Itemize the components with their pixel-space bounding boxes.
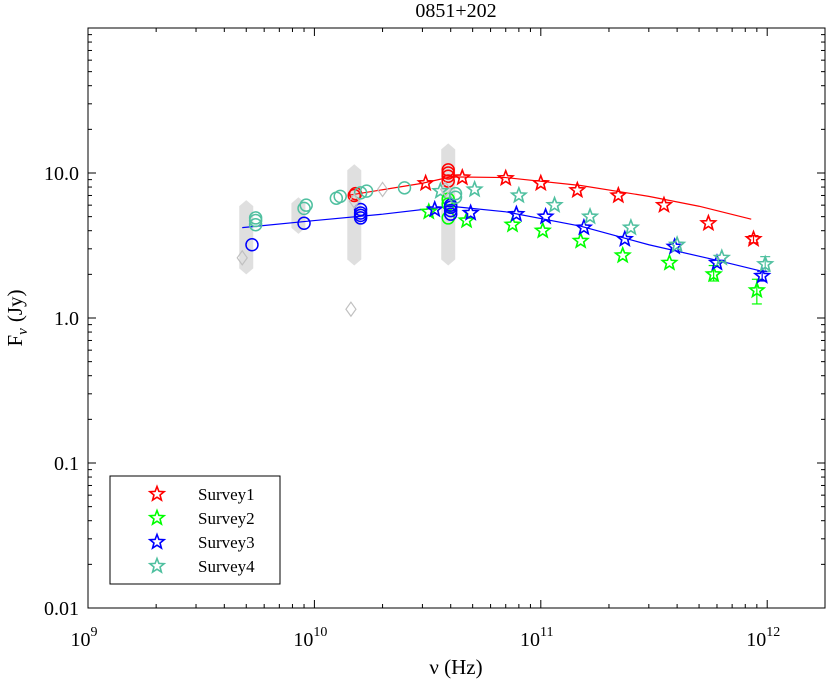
x-tick-label: 1011 [520, 625, 553, 651]
legend-label: Survey3 [198, 533, 255, 552]
data-point-star [613, 245, 632, 264]
data-point-diamond [348, 193, 361, 210]
legend-entry: Survey3 [147, 532, 255, 552]
data-point-star [533, 220, 553, 239]
legend-label: Survey4 [198, 557, 255, 576]
y-axis-label-unit: (Jy) [3, 289, 27, 322]
data-point-star [453, 167, 472, 186]
data-point-circle [353, 202, 368, 217]
x-tick-label: 1010 [293, 625, 327, 651]
data-point-circle [448, 186, 463, 201]
y-tick-label: 0.1 [54, 453, 79, 475]
data-point-circle [353, 206, 368, 220]
fit-lines [242, 176, 763, 272]
y-axis-label-main: F [3, 335, 27, 347]
legend-star-icon [147, 484, 167, 502]
data-point-star [752, 266, 772, 284]
legend-entry: Survey2 [147, 508, 255, 528]
legend-entry: Survey4 [147, 556, 255, 576]
data-point-star [654, 195, 674, 214]
data-point-circle [443, 203, 458, 218]
legend: Survey1 Survey2 Survey3 Survey4 [109, 475, 281, 585]
data-point-star [574, 217, 594, 236]
data-point-star [571, 231, 590, 249]
svg-text:Fν(Jy): Fν (Jy) [3, 289, 31, 346]
y-tick-label: 1.0 [54, 308, 79, 330]
gray-band [291, 197, 306, 234]
data-point-circle [443, 207, 458, 221]
x-axis-label: ν (Hz) [429, 655, 482, 679]
y-tick-label: 0.01 [44, 598, 79, 620]
data-point-star [545, 195, 564, 214]
data-point-star [580, 206, 600, 225]
data-point-star [507, 204, 526, 223]
data-point-star [747, 280, 767, 299]
legend-star-icon [147, 508, 167, 526]
data-point-circle [397, 181, 412, 195]
data-point-star [509, 185, 529, 204]
chart-title: 0851+202 [415, 0, 496, 22]
data-point-circle [441, 211, 455, 225]
data-point-circle [353, 186, 368, 200]
data-point-star [699, 213, 718, 232]
data-point-circle [333, 189, 347, 204]
data-point-circle [448, 190, 463, 205]
data-point-circle [297, 216, 311, 231]
legend-label: Survey1 [198, 485, 255, 504]
data-point-circle [443, 198, 458, 212]
data-point-star [615, 229, 635, 247]
data-point-star [465, 179, 484, 198]
data-point-star [712, 248, 732, 266]
data-point-star [744, 229, 763, 247]
data-point-circle [248, 211, 263, 225]
data-point-circle [299, 198, 313, 212]
y-axis-label: Fν (Jy) [3, 289, 31, 346]
x-tick-label: 109 [71, 625, 98, 651]
data-point-circle [245, 238, 259, 252]
legend-entry: Survey1 [147, 484, 255, 504]
data-point-star [496, 168, 515, 187]
fit-line [347, 176, 752, 220]
data-point-star [704, 264, 723, 283]
data-point-circle [248, 217, 263, 232]
data-point-diamond [376, 181, 389, 198]
data-points [236, 163, 775, 318]
data-point-diamond [236, 249, 248, 266]
legend-star-icon [147, 532, 167, 550]
x-tick-label: 1012 [746, 625, 780, 651]
data-point-circle [441, 169, 455, 183]
axis-ticks: 109 1010 1011 1012 0.01 0.1 1.0 10.0 [44, 28, 825, 651]
data-point-star [667, 235, 687, 253]
legend-star-icon [147, 556, 167, 574]
data-point-circle [347, 188, 362, 203]
data-point-star [425, 199, 444, 218]
fit-line [242, 205, 763, 272]
data-point-star [503, 214, 522, 233]
y-axis-label-sub: ν [15, 328, 31, 335]
data-point-circle [441, 163, 455, 177]
data-point-star [419, 202, 439, 220]
data-point-star [416, 173, 435, 192]
data-point-diamond [439, 181, 452, 198]
data-point-star [457, 210, 476, 229]
data-point-star [568, 180, 587, 199]
data-point-star [431, 181, 450, 199]
legend-label: Survey2 [198, 509, 255, 528]
data-point-star [609, 185, 628, 204]
data-point-diamond [345, 301, 357, 318]
data-point-star [531, 173, 551, 192]
data-point-star [660, 253, 679, 271]
data-point-circle [297, 201, 311, 216]
data-point-star [621, 217, 641, 236]
data-point-star [461, 203, 480, 221]
data-point-star [536, 206, 555, 225]
data-point-star [755, 254, 775, 273]
data-point-circle [359, 184, 374, 198]
legend-box [109, 475, 281, 585]
y-tick-label: 10.0 [44, 163, 79, 185]
